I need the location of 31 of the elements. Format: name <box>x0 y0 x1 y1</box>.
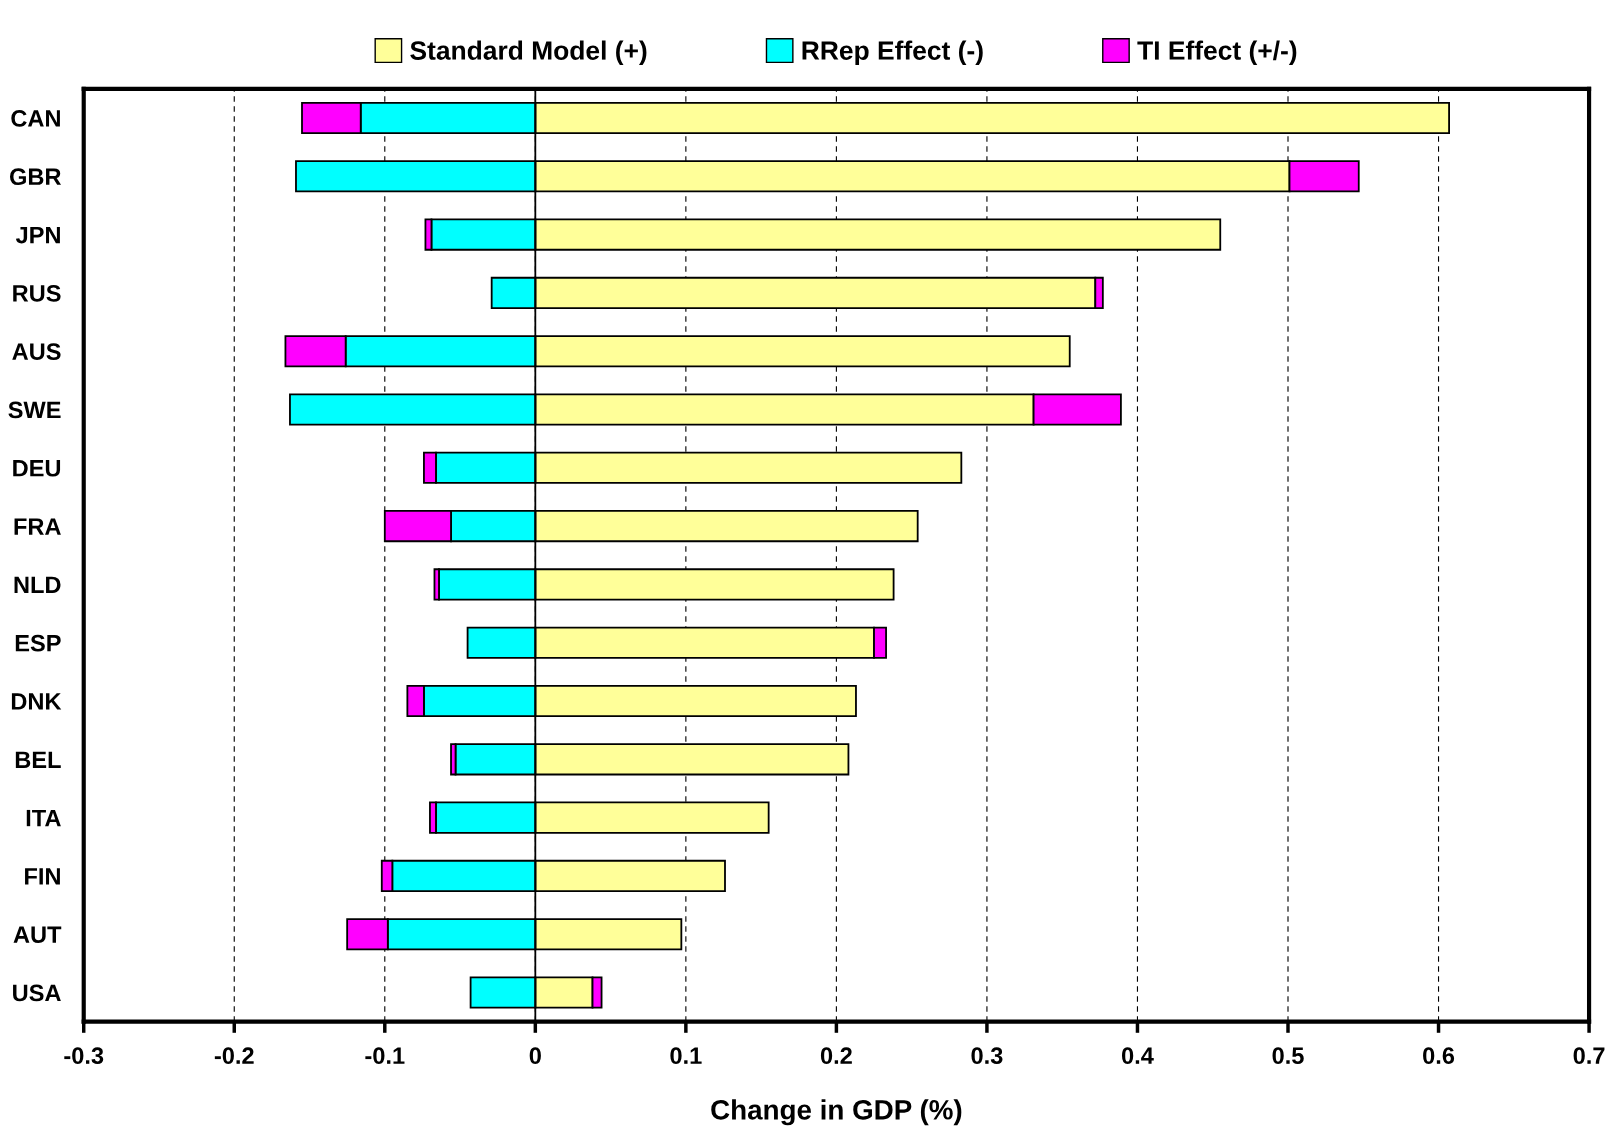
x-tick-label: 0.3 <box>971 1047 1003 1065</box>
x-axis-title: Change in GDP (%) <box>711 1099 962 1126</box>
legend-label: TI Effect (+/-) <box>1137 40 1297 66</box>
y-tick-label: JPN <box>15 226 60 244</box>
y-tick-label: ITA <box>26 809 61 827</box>
y-tick-label: SWE <box>8 401 61 419</box>
y-tick-label: AUS <box>12 343 61 360</box>
x-tick-label: 0.5 <box>1272 1047 1304 1065</box>
y-tick-label: NLD <box>14 576 61 593</box>
x-tick-label: 0.2 <box>820 1047 852 1065</box>
y-tick-label: GBR <box>10 168 62 186</box>
y-tick-label: USA <box>13 984 61 1002</box>
y-tick-label: DNK <box>11 693 62 710</box>
x-tick-label: 0.7 <box>1573 1047 1605 1065</box>
x-tick-label: -0.1 <box>365 1047 405 1065</box>
y-tick-label: DEU <box>13 460 61 477</box>
x-tick-label: 0.1 <box>670 1047 702 1065</box>
x-tick-label: 0.6 <box>1423 1047 1455 1065</box>
x-tick-label: -0.3 <box>64 1047 104 1065</box>
y-tick-label: AUT <box>13 926 62 944</box>
y-tick-label: FRA <box>14 518 61 535</box>
legend-label: RRep Effect (-) <box>802 40 983 66</box>
y-tick-label: CAN <box>11 110 60 127</box>
y-tick-label: FIN <box>25 868 60 885</box>
y-tick-label: ESP <box>15 634 61 652</box>
x-tick-label: 0 <box>529 1047 541 1065</box>
x-tick-label: 0.4 <box>1121 1047 1154 1065</box>
y-tick-label: RUS <box>13 284 61 302</box>
x-tick-label: -0.2 <box>214 1047 254 1065</box>
legend-label: Standard Model (+) <box>410 40 647 66</box>
y-tick-label: BEL <box>15 751 61 768</box>
